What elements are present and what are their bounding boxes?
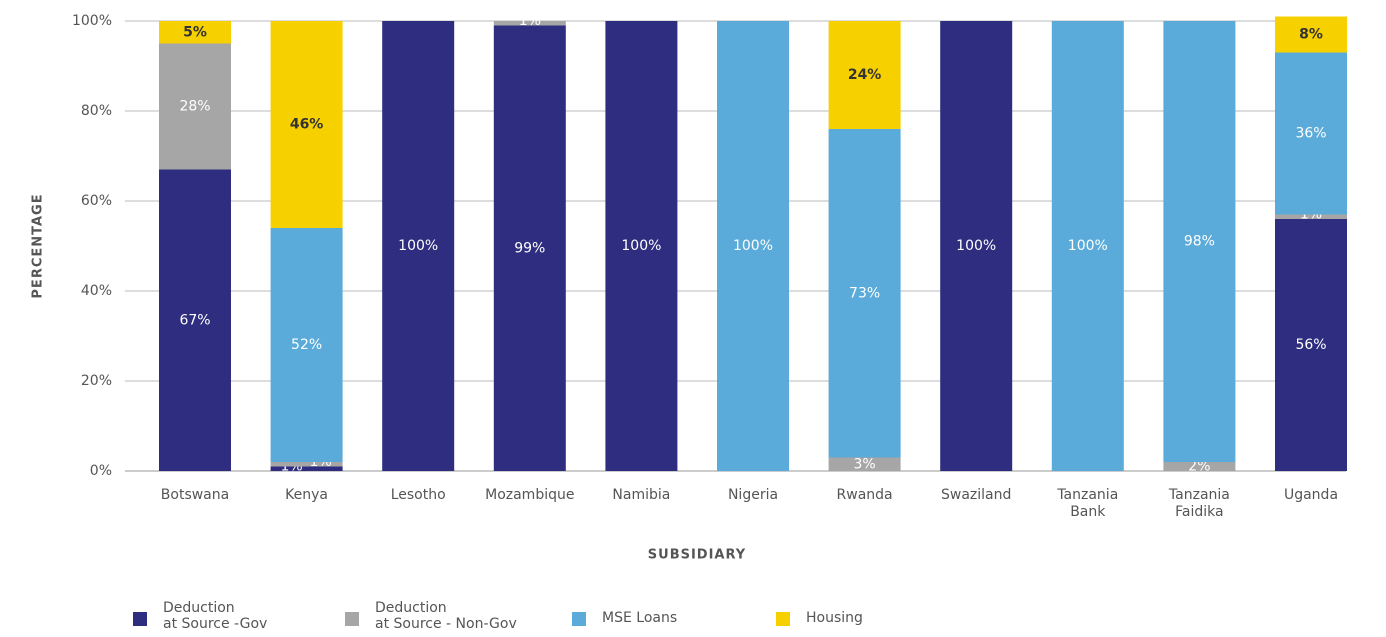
y-tick-label: 80%	[81, 103, 112, 119]
data-label: 1%	[519, 13, 541, 29]
data-label: 100%	[956, 238, 996, 254]
data-label: 99%	[514, 240, 545, 256]
bar-segment	[1275, 219, 1347, 471]
data-label: 100%	[398, 238, 438, 254]
x-tick-label: Uganda	[1283, 487, 1339, 503]
x-tick-label: Swaziland	[940, 487, 1012, 503]
bar-segment	[382, 21, 455, 471]
data-label: 24%	[848, 67, 882, 83]
data-label: 98%	[1184, 234, 1215, 250]
bar-segment	[270, 21, 343, 228]
bar-segment	[605, 21, 678, 471]
x-tick-label: Lesotho	[390, 487, 446, 503]
bar-segment	[270, 462, 343, 467]
data-label: 67%	[179, 312, 210, 328]
data-label: 3%	[853, 456, 875, 472]
bar-segment	[1275, 52, 1347, 215]
y-tick-label: 0%	[90, 463, 112, 479]
bar-segment	[159, 43, 231, 170]
data-label: 56%	[1295, 337, 1326, 353]
legend-label: Housing	[806, 610, 863, 626]
data-label: 73%	[849, 285, 880, 301]
y-tick-label: 40%	[81, 283, 112, 299]
data-label: 100%	[1068, 238, 1108, 254]
bar-segment	[1163, 21, 1236, 462]
legend-label: Deduction at Source -Gov	[163, 600, 268, 632]
legend-label: MSE Loans	[602, 610, 678, 626]
bar-segment	[159, 169, 231, 471]
bar-segment	[1051, 21, 1124, 471]
data-label: 52%	[291, 337, 322, 353]
y-tick-label: 20%	[81, 373, 112, 389]
legend-swatch	[776, 612, 790, 626]
data-label: 8%	[1299, 27, 1323, 43]
data-label: 100%	[733, 238, 773, 254]
y-axis-title: PERCENTAGE	[31, 193, 46, 298]
bar-segment	[270, 228, 343, 462]
x-tick-label: Tanzania Faidika	[1168, 487, 1230, 520]
bar-segment	[159, 21, 231, 44]
legend-swatch	[345, 612, 359, 626]
x-tick-label: Namibia	[612, 487, 671, 503]
bar-segment	[1275, 214, 1347, 219]
y-tick-label: 60%	[81, 193, 112, 209]
x-tick-label: Kenya	[285, 487, 329, 503]
legend-swatch	[572, 612, 586, 626]
x-tick-label: Rwanda	[836, 487, 893, 503]
data-label: 46%	[290, 117, 324, 133]
bar-segment	[493, 21, 566, 26]
x-tick-label: Mozambique	[485, 487, 575, 503]
x-tick-label: Tanzania Bank	[1057, 487, 1119, 520]
legend-swatch	[133, 612, 147, 626]
x-axis-title: SUBSIDIARY	[648, 548, 746, 563]
data-label: 36%	[1295, 126, 1326, 142]
legend-label: Deduction at Source - Non-Gov	[375, 600, 517, 632]
data-label: 2%	[1188, 459, 1210, 475]
bar-segment	[1275, 16, 1347, 53]
bar-segment	[1163, 462, 1236, 471]
x-tick-label: Botswana	[160, 487, 230, 503]
data-label: 5%	[183, 24, 207, 40]
data-label: 28%	[179, 99, 210, 115]
bar-segment	[493, 25, 566, 471]
bar-segment	[828, 21, 901, 129]
bar-segment	[940, 21, 1013, 471]
bar-segment	[828, 129, 901, 458]
data-label: 100%	[621, 238, 661, 254]
bar-segment	[828, 457, 901, 471]
bar-segment	[270, 466, 343, 471]
bar-segment	[717, 21, 789, 471]
x-tick-label: Nigeria	[727, 487, 779, 503]
y-tick-label: 100%	[72, 13, 112, 29]
